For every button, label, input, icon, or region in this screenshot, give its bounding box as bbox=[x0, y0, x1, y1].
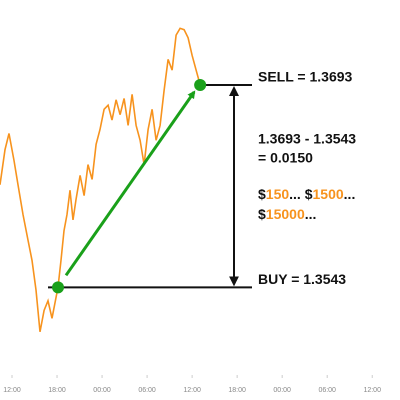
profit-line: $15000... bbox=[258, 206, 316, 222]
profit-line: $150... $1500... bbox=[258, 186, 355, 202]
trade-point bbox=[52, 281, 65, 294]
trade-label: BUY = 1.3543 bbox=[258, 271, 346, 287]
calculation: 1.3693 - 1.3543 bbox=[258, 131, 356, 147]
x-tick-label: 18:00 bbox=[228, 387, 246, 394]
profit-part: ... bbox=[305, 206, 317, 222]
x-tick-label: 06:00 bbox=[138, 387, 156, 394]
profit-part: $ bbox=[258, 206, 266, 222]
x-tick-label: 00:00 bbox=[273, 387, 291, 394]
profit-part: 15000 bbox=[266, 206, 305, 222]
x-tick-label: 12:00 bbox=[183, 387, 201, 394]
price-line bbox=[0, 27, 201, 332]
x-tick-label: 12:00 bbox=[3, 387, 21, 394]
x-tick-label: 18:00 bbox=[48, 387, 66, 394]
profit-part: 150 bbox=[266, 186, 290, 202]
trade-label: SELL = 1.3693 bbox=[258, 69, 353, 85]
profit-part: $ bbox=[258, 186, 266, 202]
profit-part: 1500 bbox=[313, 186, 344, 202]
x-tick-label: 00:00 bbox=[93, 387, 111, 394]
x-tick-label: 12:00 bbox=[363, 387, 381, 394]
profit-part: ... bbox=[344, 186, 356, 202]
trend-arrow bbox=[64, 90, 196, 277]
calculation: = 0.0150 bbox=[258, 150, 313, 166]
trade-point bbox=[194, 78, 207, 91]
x-tick-label: 06:00 bbox=[318, 387, 336, 394]
profit-part: ... $ bbox=[289, 186, 313, 202]
